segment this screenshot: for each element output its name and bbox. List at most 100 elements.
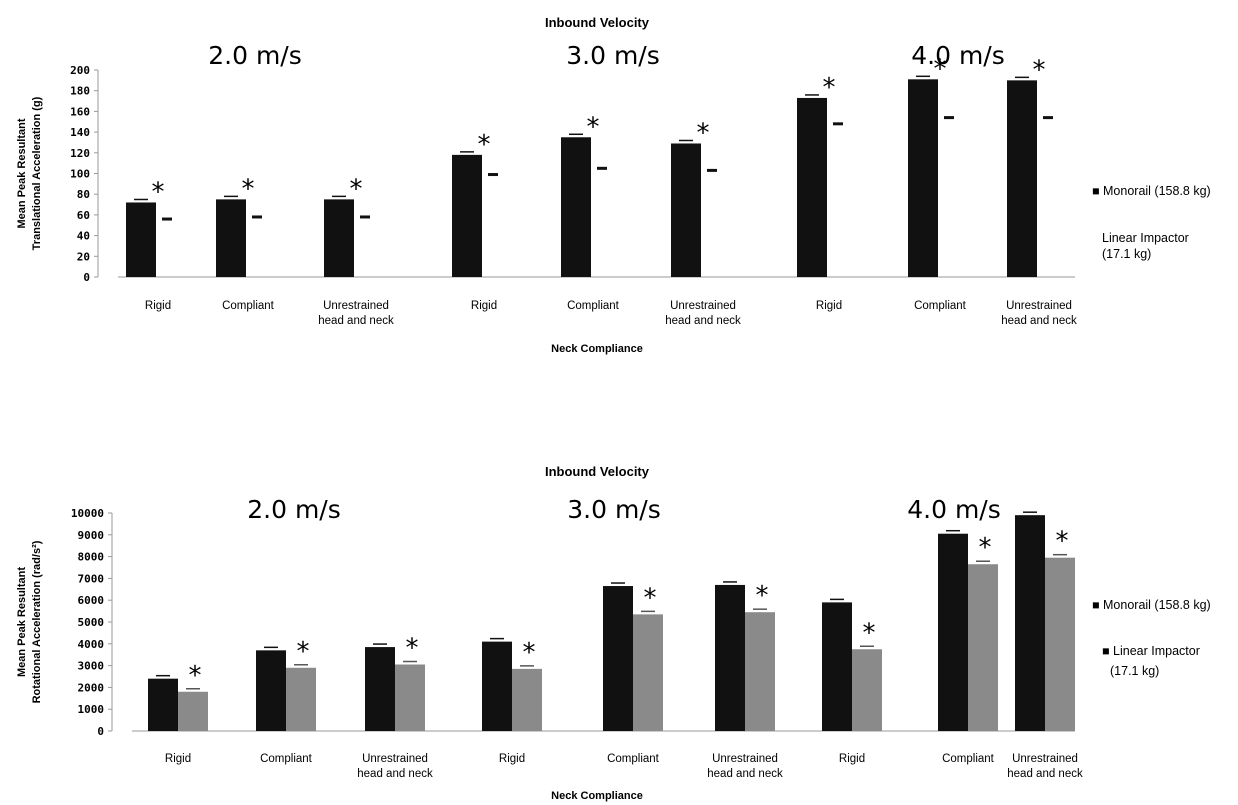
- x-axis-label: Neck Compliance: [551, 343, 643, 355]
- bar-linear-impactor: [488, 173, 498, 177]
- y-tick-label: 3000: [78, 660, 105, 673]
- x-category-label: Compliant: [222, 300, 275, 312]
- x-category-label: Rigid: [499, 753, 525, 765]
- bar-linear-impactor: [833, 122, 843, 126]
- bar-monorail: [671, 143, 701, 277]
- significance-star: *: [406, 634, 419, 664]
- bar-monorail: [822, 602, 852, 731]
- bar-linear-impactor: [178, 691, 208, 731]
- x-category-label: head and neck: [1007, 768, 1083, 780]
- y-tick-label: 1000: [78, 703, 105, 716]
- y-tick-label: 5000: [78, 616, 105, 629]
- x-category-label: Rigid: [165, 753, 191, 765]
- bar-linear-impactor: [395, 664, 425, 731]
- velocity-label: 3.0 m/s: [567, 495, 661, 524]
- bar-linear-impactor: [286, 667, 316, 731]
- x-category-label: Compliant: [914, 300, 967, 312]
- chart-title: Inbound Velocity: [545, 15, 650, 30]
- bar-monorail: [797, 97, 827, 277]
- y-tick-label: 8000: [78, 551, 105, 564]
- bar-linear-impactor: [707, 168, 717, 172]
- chart-title: Inbound Velocity: [545, 464, 650, 479]
- x-category-label: Compliant: [567, 300, 620, 312]
- significance-star: *: [756, 581, 769, 611]
- significance-star: *: [1056, 527, 1069, 557]
- chart-translational: Inbound Velocity 2.0 m/s 3.0 m/s 4.0 m/s Mea…: [16, 15, 1211, 355]
- y-tick-label: 180: [70, 85, 90, 98]
- significance-star: *: [644, 583, 657, 613]
- bar-linear-impactor: [745, 612, 775, 731]
- significance-star: *: [934, 54, 947, 84]
- y-tick-label: 10000: [71, 507, 104, 520]
- y-tick-label: 60: [77, 209, 90, 222]
- y-axis-label: Rotational Acceleration (rad/s²): [31, 540, 43, 703]
- bar-monorail: [148, 678, 178, 731]
- x-category-label: Compliant: [942, 753, 995, 765]
- y-tick-label: 100: [70, 168, 90, 181]
- bar-linear-impactor: [852, 649, 882, 731]
- significance-star: *: [189, 661, 202, 691]
- y-tick-label: 4000: [78, 638, 105, 651]
- x-category-label: head and neck: [318, 315, 394, 327]
- bar-linear-impactor: [968, 564, 998, 731]
- y-tick-label: 80: [77, 188, 90, 201]
- velocity-label: 4.0 m/s: [907, 495, 1001, 524]
- bar-monorail: [482, 641, 512, 731]
- x-category-label: Unrestrained: [362, 753, 428, 765]
- bar-monorail: [365, 647, 395, 731]
- x-category-label: head and neck: [707, 768, 783, 780]
- bar-monorail: [1007, 80, 1037, 277]
- x-category-label: Compliant: [607, 753, 660, 765]
- x-category-label: Compliant: [260, 753, 313, 765]
- x-category-label: head and neck: [1001, 315, 1077, 327]
- significance-star: *: [152, 177, 165, 207]
- bar-monorail: [561, 137, 591, 277]
- significance-star: *: [863, 618, 876, 648]
- x-category-label: Unrestrained: [1006, 300, 1072, 312]
- bar-monorail: [1015, 515, 1045, 731]
- x-axis-label: Neck Compliance: [551, 790, 643, 802]
- bar-linear-impactor: [162, 217, 172, 221]
- x-category-label: Rigid: [145, 300, 171, 312]
- significance-star: *: [523, 638, 536, 668]
- velocity-label: 2.0 m/s: [247, 495, 341, 524]
- legend-entry: ■ Monorail (158.8 kg): [1092, 184, 1211, 198]
- legend-entry: ■ Monorail (158.8 kg): [1092, 598, 1211, 612]
- y-tick-label: 6000: [78, 594, 105, 607]
- y-tick-label: 200: [70, 64, 90, 77]
- x-category-label: Rigid: [839, 753, 865, 765]
- x-category-label: head and neck: [357, 768, 433, 780]
- significance-star: *: [297, 637, 310, 667]
- bar-linear-impactor: [633, 614, 663, 731]
- x-category-label: head and neck: [665, 315, 741, 327]
- x-category-label: Unrestrained: [712, 753, 778, 765]
- significance-star: *: [350, 174, 363, 204]
- bar-linear-impactor: [360, 215, 370, 219]
- legend-entry: Linear Impactor: [1102, 231, 1189, 245]
- y-tick-label: 7000: [78, 572, 105, 585]
- significance-star: *: [587, 112, 600, 142]
- y-tick-label: 9000: [78, 529, 105, 542]
- significance-star: *: [1033, 55, 1046, 85]
- bar-linear-impactor: [597, 166, 607, 170]
- x-category-label: Rigid: [471, 300, 497, 312]
- bar-monorail: [126, 202, 156, 277]
- significance-star: *: [242, 174, 255, 204]
- chart-rotational: Inbound Velocity 2.0 m/s 3.0 m/s 4.0 m/s Mea…: [16, 464, 1211, 802]
- y-tick-label: 20: [77, 250, 90, 263]
- bar-monorail: [324, 199, 354, 277]
- y-tick-label: 2000: [78, 681, 105, 694]
- bar-monorail: [603, 586, 633, 731]
- legend-entry: (17.1 kg): [1110, 664, 1159, 678]
- velocity-label: 2.0 m/s: [208, 41, 302, 70]
- y-axis-label: Mean Peak Resultant: [16, 118, 28, 228]
- y-tick-label: 160: [70, 105, 90, 118]
- legend-entry: ■ Linear Impactor: [1102, 644, 1200, 658]
- velocity-label: 4.0 m/s: [911, 41, 1005, 70]
- bar-monorail: [715, 584, 745, 731]
- bar-linear-impactor: [252, 215, 262, 219]
- bar-linear-impactor: [1043, 116, 1053, 120]
- significance-star: *: [697, 118, 710, 148]
- x-category-label: Unrestrained: [670, 300, 736, 312]
- x-category-label: Unrestrained: [1012, 753, 1078, 765]
